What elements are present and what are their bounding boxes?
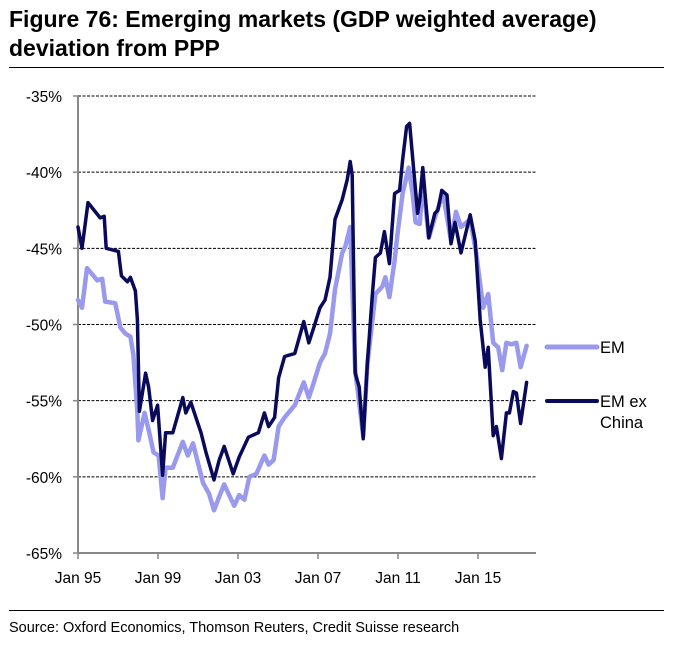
x-tick-label: Jan 15	[455, 570, 502, 587]
y-tick-label: -40%	[26, 165, 62, 182]
series-lines	[75, 121, 529, 513]
axes: -35% -40% -45% -50% -55% -60% -65% Jan 95 Jan 99…	[26, 89, 536, 587]
x-tick-label: Jan 03	[215, 570, 262, 587]
y-tick-label: -60%	[26, 470, 62, 487]
x-tick-label: Jan 07	[295, 570, 342, 587]
x-tick-label: Jan 11	[375, 570, 420, 587]
x-tick-label: Jan 95	[55, 570, 102, 587]
y-tick-label: -65%	[26, 546, 62, 563]
y-tick-label: -35%	[26, 89, 62, 106]
legend: EM EM ex China	[544, 339, 648, 432]
source-divider	[9, 610, 664, 611]
x-tick-label: Jan 99	[135, 570, 182, 587]
y-tick-label: -45%	[26, 241, 62, 258]
y-tick-label: -55%	[26, 394, 62, 411]
legend-label: EM ex China	[600, 393, 648, 432]
source-note: Source: Oxford Economics, Thomson Reuter…	[9, 620, 460, 636]
series-line-em-ex-china	[76, 121, 529, 482]
title-divider	[9, 67, 664, 68]
chart-title: Figure 76: Emerging markets (GDP weighte…	[9, 6, 597, 61]
series-line-em	[75, 165, 529, 513]
legend-label: EM	[600, 339, 625, 357]
y-tick-label: -50%	[26, 318, 62, 335]
